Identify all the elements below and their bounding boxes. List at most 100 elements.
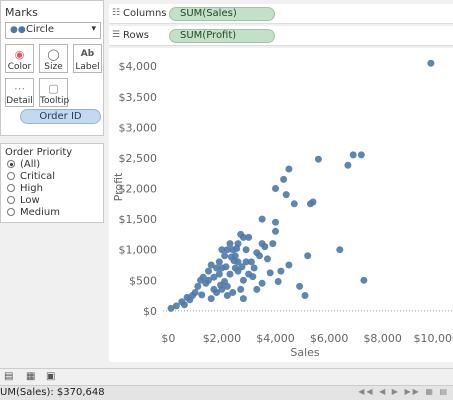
sum-profit-pill[interactable]: SUM(Profit) xyxy=(169,29,275,43)
data-point[interactable] xyxy=(285,261,293,269)
radio-icon[interactable] xyxy=(7,172,15,180)
x-axis: $0 $2,000 $4,000 $6,000 $8,000 $10,000 xyxy=(161,332,453,345)
filter-option-high[interactable]: High xyxy=(7,183,43,195)
data-point[interactable] xyxy=(180,301,188,309)
data-point[interactable] xyxy=(202,279,210,287)
sheet-navigation-icons[interactable]: ◀◀ ◀ ▶ ▶▶ ▦ ▤ xyxy=(358,387,449,396)
data-point[interactable] xyxy=(250,264,258,272)
data-point[interactable] xyxy=(296,282,304,290)
data-point[interactable] xyxy=(229,289,237,296)
data-point[interactable] xyxy=(226,270,234,278)
radio-icon[interactable] xyxy=(7,184,15,192)
data-point[interactable] xyxy=(256,252,263,260)
data-point[interactable] xyxy=(336,246,344,254)
data-point[interactable] xyxy=(272,185,279,192)
data-point[interactable] xyxy=(215,258,223,266)
filter-option-label: Low xyxy=(20,195,40,206)
scatter-plot-svg[interactable]: $0 $500 $1,000 $1,500 $2,000 $2,500 $3,000 $3,5… xyxy=(109,48,453,362)
data-point[interactable] xyxy=(344,161,352,169)
data-point[interactable] xyxy=(198,291,206,299)
data-point[interactable] xyxy=(167,304,175,312)
x-tick-label: $2,000 xyxy=(203,332,242,345)
size-button[interactable]: ◯ Size xyxy=(39,44,68,73)
data-point[interactable] xyxy=(207,261,215,269)
data-point[interactable] xyxy=(197,276,204,284)
color-button[interactable]: ◉ Color xyxy=(5,44,34,73)
filter-option-low[interactable]: Low xyxy=(7,195,40,207)
data-point[interactable] xyxy=(172,302,180,310)
order-id-pill[interactable]: Order ID xyxy=(20,109,101,124)
radio-icon[interactable] xyxy=(7,196,15,204)
data-point[interactable] xyxy=(285,165,293,173)
data-point[interactable] xyxy=(314,155,322,163)
y-tick-label: $0 xyxy=(143,305,157,318)
data-points[interactable] xyxy=(167,59,435,312)
tooltip-button[interactable]: ▢ Tooltip xyxy=(39,78,69,107)
data-point[interactable] xyxy=(249,273,257,281)
data-point[interactable] xyxy=(264,255,271,263)
data-point[interactable] xyxy=(301,292,309,299)
label-button[interactable]: Ab Label xyxy=(73,44,102,73)
columns-shelf[interactable]: ☷ Columns SUM(Sales) xyxy=(109,4,453,24)
data-point[interactable] xyxy=(272,227,279,235)
data-point[interactable] xyxy=(205,267,212,275)
new-story-icon[interactable]: ▣ xyxy=(46,371,56,382)
data-point[interactable] xyxy=(272,218,279,226)
data-point[interactable] xyxy=(427,59,435,67)
data-point[interactable] xyxy=(227,253,235,261)
data-point[interactable] xyxy=(290,200,298,208)
data-point[interactable] xyxy=(247,258,255,266)
data-point[interactable] xyxy=(210,273,218,281)
new-dashboard-icon[interactable]: ▦ xyxy=(26,371,36,382)
mark-type-dropdown[interactable]: ●● Circle ▾ xyxy=(5,22,101,39)
data-point[interactable] xyxy=(242,246,250,254)
data-point[interactable] xyxy=(218,246,226,254)
data-point[interactable] xyxy=(282,191,290,199)
new-worksheet-icon[interactable]: ▤ xyxy=(4,371,14,382)
data-point[interactable] xyxy=(237,230,245,238)
data-point[interactable] xyxy=(253,285,261,293)
data-point[interactable] xyxy=(242,258,250,266)
data-point[interactable] xyxy=(217,281,225,289)
data-point[interactable] xyxy=(238,263,246,271)
scatter-chart[interactable]: $0 $500 $1,000 $1,500 $2,000 $2,500 $3,000 $3,5… xyxy=(109,48,453,362)
filter-option-critical[interactable]: Critical xyxy=(7,171,55,183)
data-point[interactable] xyxy=(186,296,194,304)
data-point[interactable] xyxy=(269,240,277,248)
data-point[interactable] xyxy=(233,245,241,252)
data-point[interactable] xyxy=(360,276,368,284)
rows-shelf[interactable]: ☰ Rows SUM(Profit) xyxy=(109,26,453,46)
data-point[interactable] xyxy=(226,240,234,248)
data-point[interactable] xyxy=(237,285,245,293)
data-point[interactable] xyxy=(207,295,215,303)
data-point[interactable] xyxy=(210,285,218,293)
data-point[interactable] xyxy=(304,252,312,260)
data-point[interactable] xyxy=(222,263,230,271)
data-point[interactable] xyxy=(245,233,253,241)
data-point[interactable] xyxy=(223,246,231,254)
radio-selected-icon[interactable] xyxy=(7,160,15,168)
data-point[interactable] xyxy=(274,278,282,285)
data-point[interactable] xyxy=(258,279,266,287)
sum-sales-pill[interactable]: SUM(Sales) xyxy=(169,7,275,21)
detail-button[interactable]: ⋯ Detail xyxy=(5,78,34,107)
data-point[interactable] xyxy=(194,282,202,290)
filter-option-all[interactable]: (All) xyxy=(7,159,40,171)
data-point[interactable] xyxy=(223,292,231,299)
data-point[interactable] xyxy=(349,151,357,159)
data-point[interactable] xyxy=(258,215,266,223)
data-point[interactable] xyxy=(357,151,365,159)
data-point[interactable] xyxy=(258,240,266,248)
filter-option-medium[interactable]: Medium xyxy=(7,207,60,219)
data-point[interactable] xyxy=(277,267,285,275)
data-point[interactable] xyxy=(306,200,314,208)
data-point[interactable] xyxy=(239,295,247,303)
radio-icon[interactable] xyxy=(7,208,15,216)
data-point[interactable] xyxy=(280,175,288,183)
data-point[interactable] xyxy=(213,264,221,272)
data-point[interactable] xyxy=(266,269,274,277)
data-point[interactable] xyxy=(221,252,229,260)
data-point[interactable] xyxy=(215,270,223,278)
data-point[interactable] xyxy=(239,276,247,284)
label-button-label: Label xyxy=(75,62,100,72)
